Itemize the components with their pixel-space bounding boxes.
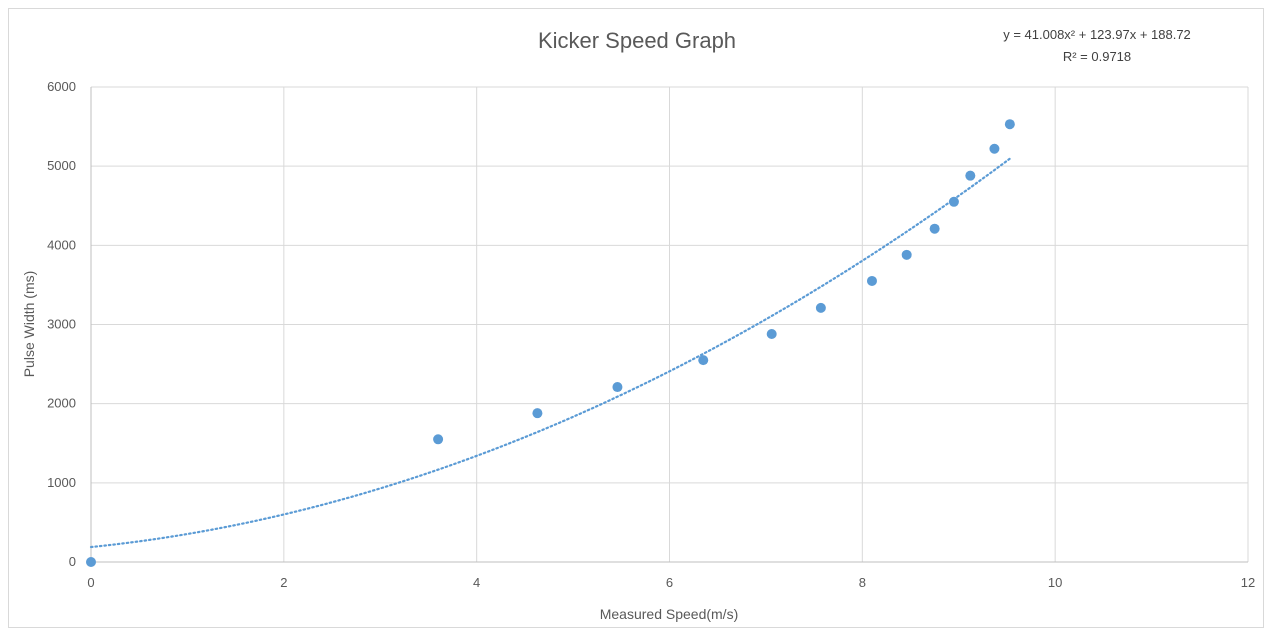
x-tick-label: 2: [280, 575, 287, 590]
gridlines: [91, 86, 1249, 562]
axes: [90, 87, 1248, 563]
x-axis-title: Measured Speed(m/s): [600, 606, 739, 622]
trendline-equation: y = 41.008x² + 123.97x + 188.72: [1003, 27, 1191, 42]
r-squared-label: R² = 0.9718: [1063, 49, 1131, 64]
x-tick-label: 0: [87, 575, 94, 590]
x-tick-label: 4: [473, 575, 480, 590]
chart-title: Kicker Speed Graph: [538, 28, 736, 53]
data-point: [815, 302, 826, 313]
data-point: [948, 196, 959, 207]
data-point: [612, 382, 623, 393]
y-tick-label: 3000: [47, 317, 76, 332]
y-tick-label: 2000: [47, 396, 76, 411]
data-point: [86, 557, 96, 567]
data-point: [433, 434, 444, 445]
y-tick-label: 6000: [47, 79, 76, 94]
x-tick-label: 6: [666, 575, 673, 590]
x-tick-label: 12: [1241, 575, 1255, 590]
y-axis-title: Pulse Width (ms): [21, 271, 37, 378]
tick-labels: 0 1000 2000 3000 4000 5000 6000 0 2 4 6 8 10 12: [47, 79, 1255, 590]
data-point: [965, 170, 976, 181]
x-tick-label: 8: [859, 575, 866, 590]
trendline: [89, 157, 1011, 549]
y-tick-label: 0: [69, 554, 76, 569]
data-point: [766, 329, 777, 339]
data-point: [698, 355, 709, 366]
data-point: [532, 408, 543, 419]
data-point: [866, 275, 877, 286]
data-point: [989, 143, 1000, 154]
data-point: [929, 223, 940, 234]
y-tick-label: 4000: [47, 237, 76, 252]
y-tick-label: 5000: [47, 158, 76, 173]
x-tick-label: 10: [1048, 575, 1062, 590]
data-point: [901, 249, 912, 260]
data-points: [86, 119, 1015, 567]
y-tick-label: 1000: [47, 475, 76, 490]
data-point: [1004, 119, 1015, 130]
